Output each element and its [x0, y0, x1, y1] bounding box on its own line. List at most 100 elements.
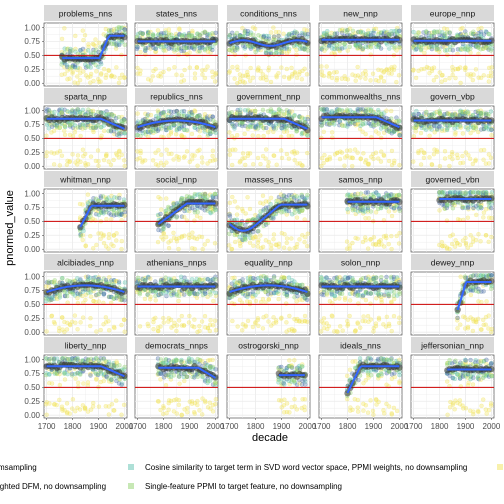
data-point	[200, 160, 205, 165]
data-point	[289, 74, 295, 79]
data-point	[321, 73, 326, 79]
data-point	[281, 245, 287, 250]
data-point	[93, 43, 98, 49]
data-point	[345, 207, 350, 212]
data-point	[207, 32, 213, 37]
facet-strip	[227, 5, 310, 21]
data-point	[52, 321, 58, 326]
smooth-line	[62, 34, 125, 60]
data-point	[207, 46, 213, 51]
data-point	[260, 193, 266, 198]
data-point	[387, 46, 392, 51]
data-point	[252, 26, 258, 32]
data-point	[371, 30, 376, 36]
data-point	[243, 162, 248, 168]
data-point	[279, 155, 285, 161]
data-point	[70, 48, 75, 53]
data-point	[145, 77, 151, 82]
data-point	[481, 73, 486, 78]
data-point	[227, 152, 233, 157]
data-point	[155, 328, 161, 334]
data-point	[381, 153, 387, 158]
data-point	[284, 66, 290, 72]
data-point	[195, 163, 200, 168]
data-point	[75, 153, 81, 158]
data-point	[386, 209, 392, 214]
data-point	[161, 227, 166, 232]
data-point	[489, 215, 494, 221]
data-point	[153, 66, 158, 72]
facet-title: conditions_nns	[240, 9, 297, 19]
data-point	[232, 239, 238, 245]
data-point	[368, 52, 373, 57]
data-point	[199, 155, 205, 160]
data-point	[78, 48, 83, 53]
data-point	[153, 46, 158, 51]
data-point	[121, 158, 127, 163]
data-point	[251, 162, 256, 167]
data-point	[119, 152, 124, 158]
data-point	[148, 112, 154, 118]
data-point	[161, 230, 166, 236]
data-point	[232, 52, 238, 57]
data-point	[171, 230, 176, 236]
data-point	[294, 244, 299, 250]
data-point	[484, 190, 489, 196]
facet-title: government_nnp	[237, 92, 301, 102]
data-point	[305, 31, 310, 37]
y-tick-label: 0.75	[24, 37, 40, 46]
data-point	[83, 297, 88, 303]
data-point	[88, 233, 93, 239]
data-point	[471, 72, 476, 77]
data-point	[101, 128, 107, 134]
data-point	[163, 30, 169, 35]
data-point	[182, 233, 187, 238]
data-point	[422, 50, 427, 56]
data-point	[488, 155, 494, 160]
data-point	[297, 237, 302, 242]
data-point	[396, 118, 402, 123]
data-point	[98, 327, 103, 333]
data-point	[381, 244, 387, 249]
data-point	[122, 329, 127, 334]
data-point	[292, 71, 298, 76]
data-point	[59, 153, 65, 158]
data-point	[194, 64, 200, 70]
data-point	[169, 151, 174, 156]
data-point	[101, 291, 107, 296]
y-tick-label: 0.75	[24, 286, 40, 295]
data-point	[234, 132, 240, 138]
data-point	[248, 65, 253, 71]
data-point	[176, 246, 181, 252]
data-point	[276, 29, 282, 35]
data-point	[296, 72, 302, 77]
data-point	[177, 27, 182, 32]
data-point	[85, 162, 91, 167]
data-point	[271, 37, 276, 43]
data-point	[187, 34, 192, 39]
data-point	[163, 234, 169, 240]
data-point	[363, 131, 368, 137]
y-tick-label: 0.00	[24, 162, 40, 171]
data-point	[51, 128, 57, 134]
y-tick-label: 0.25	[24, 231, 40, 240]
data-point	[483, 233, 489, 238]
data-point	[213, 157, 218, 162]
data-point	[200, 246, 205, 252]
facet-title: whitman_nnp	[59, 175, 111, 185]
data-point	[192, 71, 198, 76]
data-point	[470, 77, 476, 83]
data-point	[442, 156, 448, 161]
y-tick-label: 0.00	[24, 79, 40, 88]
data-point	[450, 232, 455, 237]
data-point	[488, 70, 494, 75]
data-point	[263, 156, 268, 161]
data-point	[488, 74, 494, 79]
data-point	[106, 28, 112, 33]
data-point	[386, 158, 392, 164]
data-point	[174, 215, 179, 220]
data-point	[198, 215, 203, 221]
data-point	[176, 52, 181, 57]
data-point	[77, 66, 83, 71]
data-point	[44, 153, 49, 159]
